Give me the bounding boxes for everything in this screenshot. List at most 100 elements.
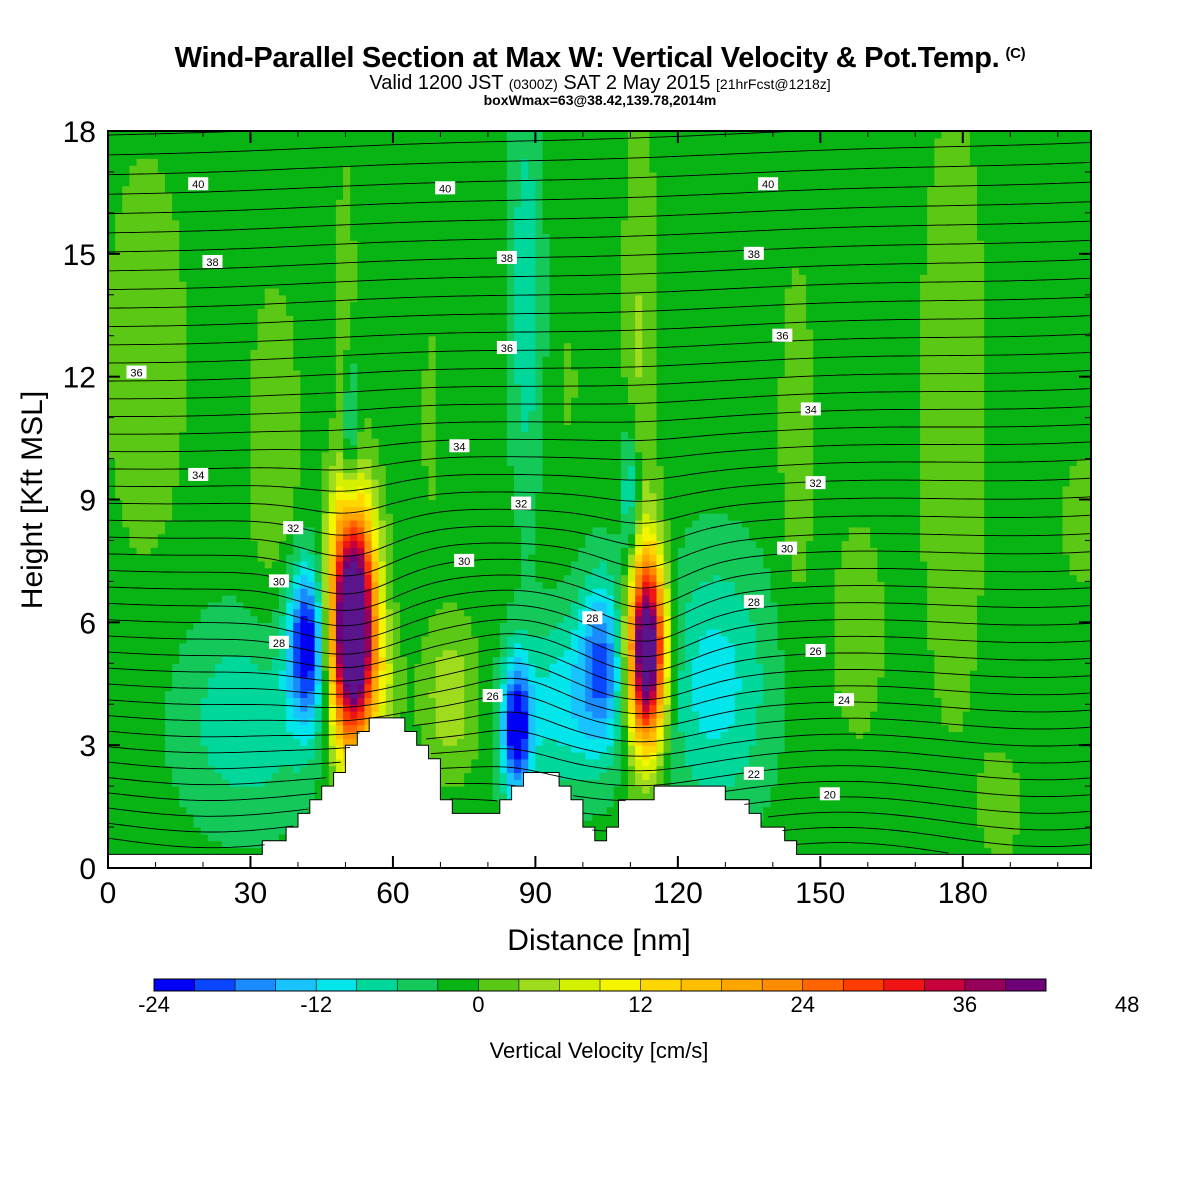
velocity-cell: [506, 301, 515, 310]
velocity-cell: [343, 608, 366, 617]
velocity-cell: [521, 581, 544, 589]
theta-contour-line: [107, 514, 1092, 557]
velocity-cell: [257, 663, 273, 671]
velocity-cell: [499, 635, 508, 644]
theta-label-text: 38: [206, 257, 218, 269]
velocity-cell: [670, 690, 679, 698]
theta-contour-line: [107, 647, 1092, 687]
velocity-cell: [620, 342, 636, 350]
theta-label-text: 26: [487, 691, 499, 703]
velocity-cell: [108, 308, 187, 316]
velocity-cell: [157, 158, 508, 166]
velocity-cell: [984, 287, 1092, 296]
velocity-cell: [314, 588, 323, 596]
velocity-cell: [179, 472, 252, 480]
velocity-cell: [300, 438, 330, 446]
velocity-cell: [521, 410, 529, 419]
velocity-cell: [286, 608, 294, 617]
velocity-cell: [649, 554, 658, 562]
theta-label-box: [800, 402, 821, 416]
velocity-cell: [108, 588, 280, 596]
velocity-cell: [271, 560, 287, 569]
velocity-cell: [514, 294, 536, 303]
velocity-cell: [514, 670, 522, 678]
theta-label-box: [268, 635, 289, 649]
velocity-cell: [521, 704, 529, 712]
velocity-cell: [521, 751, 529, 760]
velocity-cell: [670, 622, 679, 630]
velocity-cell: [677, 697, 693, 705]
velocity-cell: [727, 635, 757, 644]
velocity-cell: [314, 704, 323, 712]
velocity-cell: [763, 813, 978, 821]
velocity-cell: [934, 656, 978, 664]
velocity-cell: [364, 581, 373, 589]
theta-label-box: [511, 496, 532, 510]
velocity-cell: [920, 322, 985, 330]
velocity-cell: [806, 308, 921, 316]
velocity-cell: [343, 171, 351, 180]
velocity-cell: [834, 595, 886, 603]
velocity-cell: [514, 328, 536, 337]
velocity-cell: [834, 601, 886, 610]
velocity-cell: [506, 738, 522, 746]
velocity-cell: [592, 711, 608, 719]
velocity-cell: [506, 397, 522, 405]
velocity-cell: [428, 363, 437, 371]
velocity-cell: [350, 315, 508, 323]
velocity-cell: [257, 547, 280, 555]
velocity-cell: [620, 247, 658, 255]
velocity-cell: [763, 554, 793, 562]
velocity-cell: [108, 779, 173, 787]
velocity-cell: [571, 663, 586, 671]
velocity-cell: [813, 410, 921, 419]
velocity-cell: [1069, 472, 1092, 480]
velocity-cell: [1062, 492, 1092, 501]
velocity-cell: [920, 438, 985, 446]
y-tick-label: 9: [79, 485, 96, 518]
velocity-cell: [300, 397, 337, 405]
y-tick-label: 6: [79, 607, 96, 640]
velocity-cell: [535, 199, 544, 207]
velocity-cell: [627, 676, 636, 685]
velocity-cell: [506, 281, 515, 289]
velocity-cell: [806, 567, 836, 576]
velocity-cell: [585, 595, 615, 603]
velocity-cell: [620, 485, 636, 494]
velocity-cell: [877, 704, 943, 712]
velocity-cell: [920, 444, 985, 453]
velocity-cell: [635, 649, 643, 658]
velocity-cell: [806, 540, 843, 548]
velocity-cell: [663, 472, 786, 480]
velocity-cell: [542, 131, 629, 139]
velocity-cell: [108, 772, 173, 780]
velocity-cell: [763, 697, 786, 705]
velocity-cell: [378, 519, 387, 528]
velocity-cell: [642, 513, 650, 521]
velocity-cell: [293, 642, 301, 651]
velocity-cell: [656, 711, 665, 719]
y-tick-label: 0: [79, 853, 96, 886]
velocity-cell: [506, 649, 515, 658]
velocity-cell: [663, 745, 672, 753]
velocity-cell: [784, 315, 807, 323]
velocity-cell: [834, 663, 886, 671]
velocity-cell: [108, 506, 123, 514]
velocity-cell: [314, 635, 323, 644]
velocity-cell: [385, 581, 394, 589]
velocity-cell: [571, 560, 601, 569]
velocity-cell: [941, 711, 964, 719]
velocity-cell: [563, 376, 579, 385]
velocity-cell: [663, 526, 672, 535]
velocity-cell: [535, 560, 572, 569]
velocity-cell: [286, 519, 323, 528]
velocity-cell: [977, 649, 1092, 658]
velocity-cell: [777, 376, 814, 385]
velocity-cell: [563, 574, 586, 582]
velocity-cell: [542, 137, 629, 146]
velocity-cell: [884, 615, 928, 623]
velocity-cell: [328, 472, 337, 480]
theta-contour-line: [107, 633, 1092, 672]
y-axis-label: Height [Kft MSL]: [16, 391, 49, 609]
velocity-cell: [506, 308, 515, 316]
